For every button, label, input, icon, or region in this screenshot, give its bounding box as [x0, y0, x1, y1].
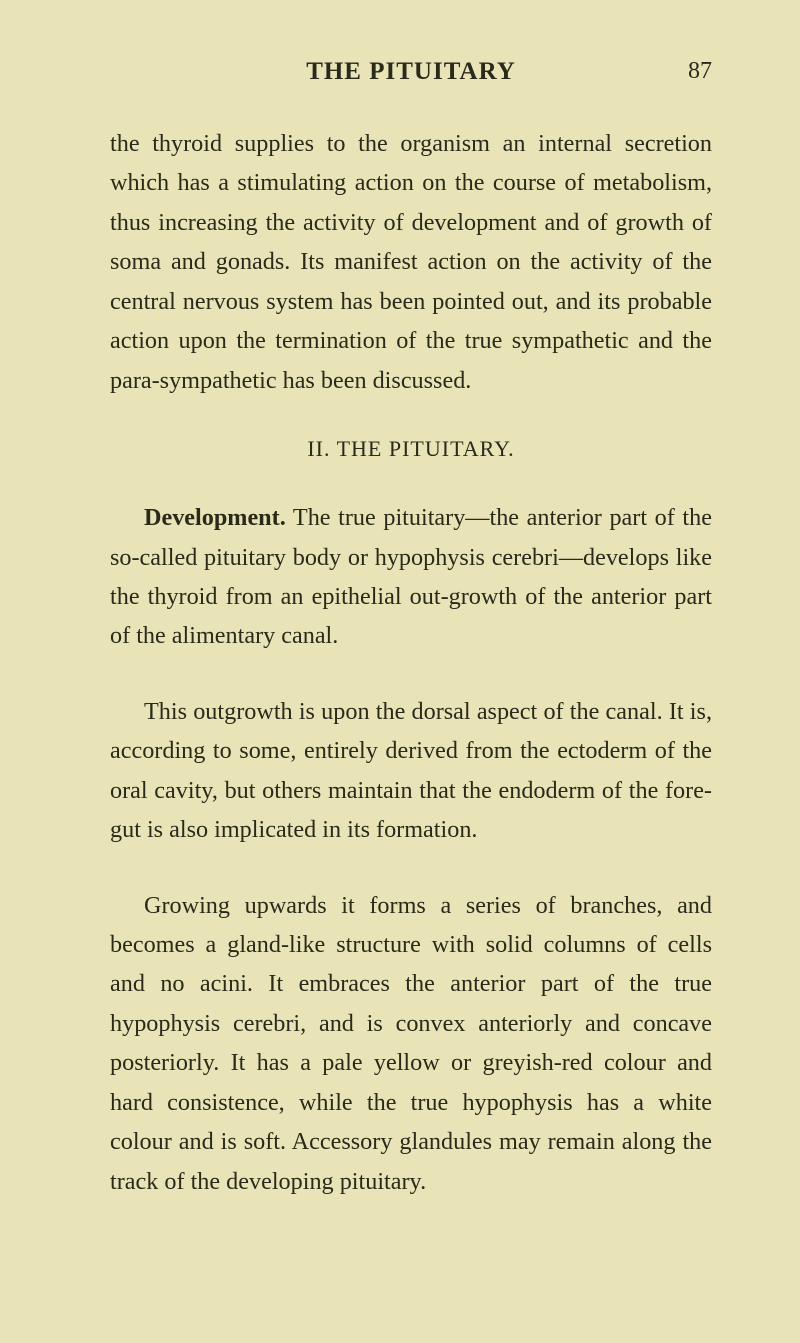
paragraph-1: the thyroid supplies to the organism an …	[110, 124, 712, 400]
section-heading: II. THE PITUITARY.	[110, 436, 712, 462]
paragraph-1-text: the thyroid supplies to the organism an …	[110, 130, 712, 394]
paragraph-3: This outgrowth is upon the dorsal aspect…	[110, 692, 712, 850]
term-development: Development.	[144, 504, 286, 531]
page-number: 87	[688, 58, 712, 85]
running-head: THE PITUITARY 87	[110, 58, 712, 86]
paragraph-2: Development. The true pituitary—the ante…	[110, 498, 712, 656]
paragraph-4: Growing upwards it forms a series of bra…	[110, 886, 712, 1202]
paragraph-3-text: This outgrowth is upon the dorsal aspect…	[110, 698, 712, 843]
paragraph-4-text: Growing upwards it forms a series of bra…	[110, 892, 712, 1195]
running-title: THE PITUITARY	[306, 58, 516, 86]
